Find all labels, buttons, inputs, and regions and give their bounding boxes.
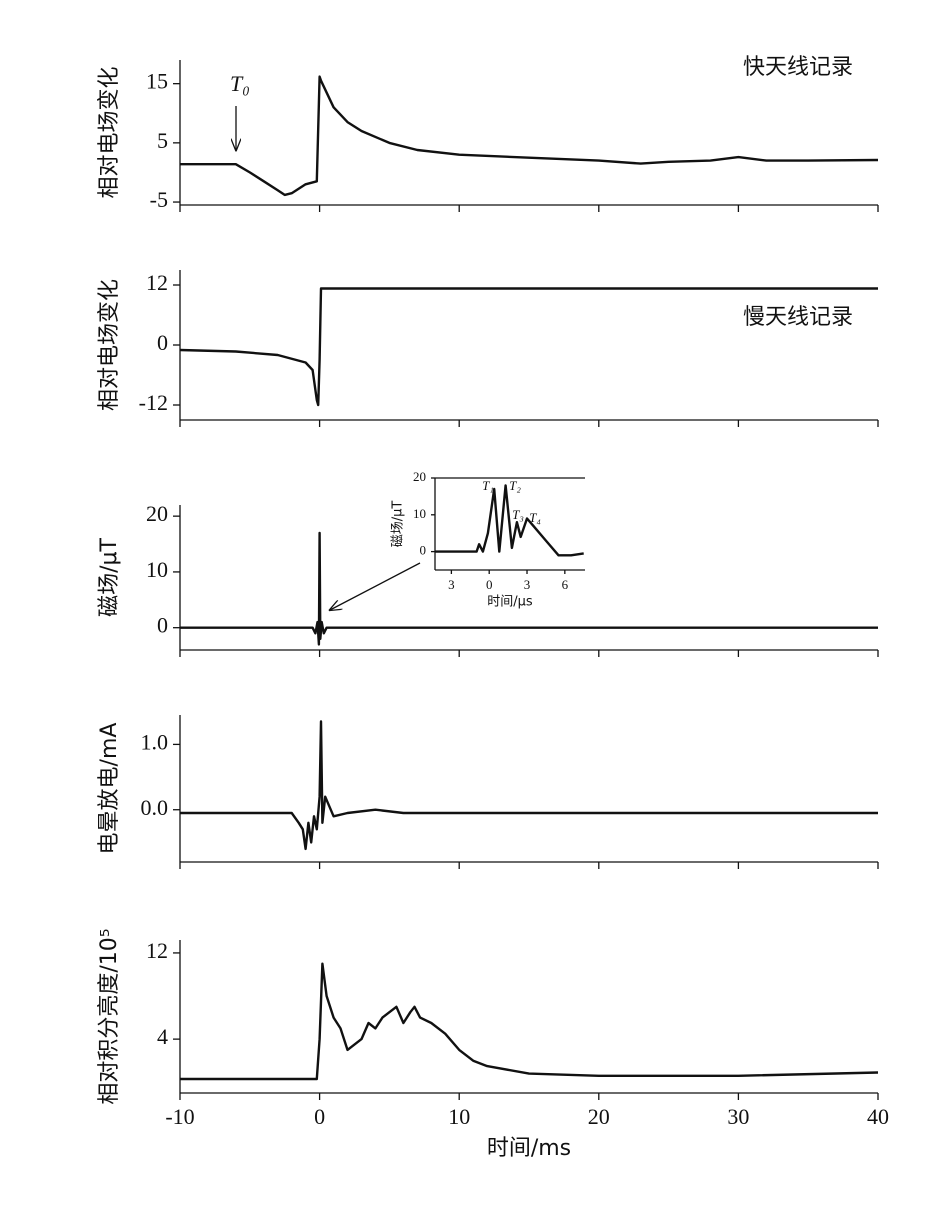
x-tick-label: 3 [448,577,455,592]
y-axis-label: 磁场/μT [391,501,406,548]
annotation: T₄ [529,510,541,525]
data-line [180,720,878,851]
annotation: T₃ [512,507,524,522]
y-tick-label: 0 [157,330,168,355]
inset-arrow [330,562,421,610]
x-tick-label: 6 [562,577,569,592]
x-tick-label: 3 [524,577,531,592]
data-line [180,962,879,1081]
x-axis-label: 时间/ms [487,1136,571,1161]
annotation: T₂ [509,478,521,493]
x-tick-label: 20 [588,1104,610,1129]
y-tick-label: 12 [146,938,168,963]
y-tick-label: 20 [413,469,426,484]
y-tick-label: 5 [157,128,168,153]
y-tick-label: 1.0 [141,729,169,754]
x-tick-label: 10 [448,1104,470,1129]
data-line [180,531,878,646]
y-axis-label: 相对积分亮度/10⁵ [97,928,122,1104]
data-line [435,484,584,557]
y-tick-label: 0.0 [141,795,169,820]
x-axis-label: 时间/μs [487,595,533,610]
y-tick-label: 0 [420,543,427,558]
x-tick-label: 0 [486,577,493,592]
annotation: T₁ [482,478,494,493]
y-tick-label: 4 [157,1024,168,1049]
y-axis-label: 电晕放电/mA [97,723,122,855]
x-tick-label: 40 [867,1104,889,1129]
y-axis-label: 相对电场变化 [97,279,122,411]
y-tick-label: -12 [139,390,168,415]
data-line [180,75,879,197]
y-tick-label: 12 [146,270,168,295]
annotation: 慢天线记录 [743,305,853,330]
y-tick-label: 10 [413,506,426,521]
x-tick-label: 0 [314,1104,325,1129]
y-tick-label: 15 [146,69,168,94]
y-axis-label: 相对电场变化 [97,66,122,198]
y-axis-label: 磁场/μT [97,538,122,617]
y-tick-label: 0 [157,613,168,638]
annotation: T₀ [230,71,250,96]
y-tick-label: 10 [146,557,168,582]
x-tick-label: -10 [165,1104,194,1129]
data-line [179,287,878,407]
y-tick-label: -5 [150,187,168,212]
y-tick-label: 20 [146,501,168,526]
annotation: 快天线记录 [743,55,853,80]
x-tick-label: 30 [727,1104,749,1129]
